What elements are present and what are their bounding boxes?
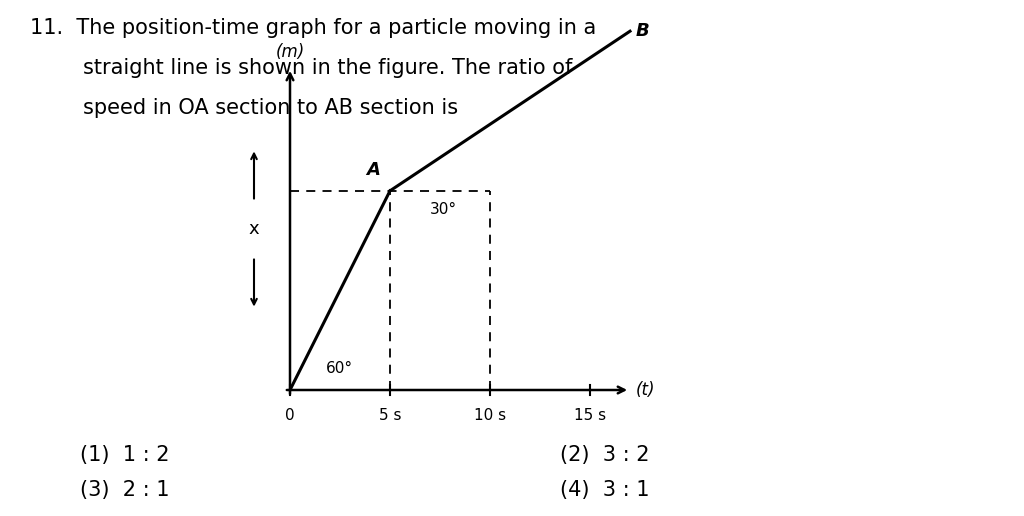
Text: 10 s: 10 s — [474, 408, 506, 424]
Text: straight line is shown in the figure. The ratio of: straight line is shown in the figure. Th… — [30, 58, 572, 78]
Text: B: B — [636, 22, 650, 40]
Text: 30°: 30° — [430, 202, 457, 217]
Text: (2)  3 : 2: (2) 3 : 2 — [560, 445, 649, 465]
Text: (3)  2 : 1: (3) 2 : 1 — [80, 480, 170, 500]
Text: A: A — [367, 162, 380, 180]
Text: 11.  The position-time graph for a particle moving in a: 11. The position-time graph for a partic… — [30, 18, 596, 38]
Text: speed in OA section to AB section is: speed in OA section to AB section is — [30, 98, 458, 118]
Text: (4)  3 : 1: (4) 3 : 1 — [560, 480, 649, 500]
Text: 15 s: 15 s — [573, 408, 606, 424]
Text: 0: 0 — [286, 408, 295, 424]
Text: (1)  1 : 2: (1) 1 : 2 — [80, 445, 170, 465]
Text: x: x — [249, 220, 259, 238]
Text: 60°: 60° — [326, 361, 353, 376]
Text: (t): (t) — [636, 381, 655, 399]
Text: (m): (m) — [275, 43, 304, 61]
Text: 5 s: 5 s — [379, 408, 401, 424]
